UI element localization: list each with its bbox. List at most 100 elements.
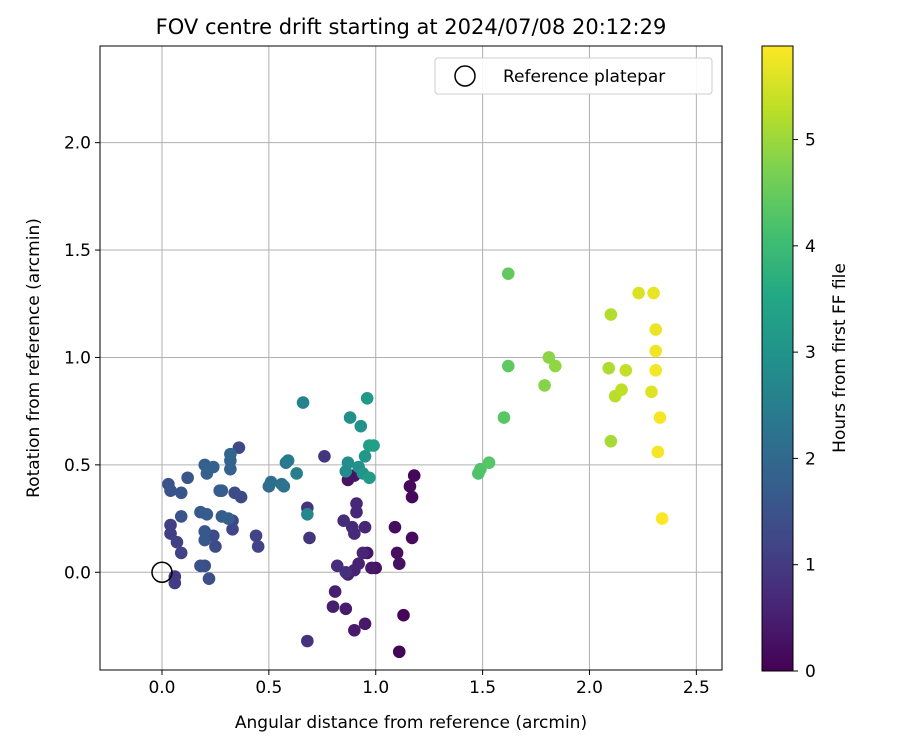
data-point: [363, 471, 376, 485]
data-point: [604, 308, 618, 321]
data-point: [615, 383, 628, 396]
data-point: [647, 286, 660, 300]
data-point: [354, 419, 368, 433]
data-point: [388, 520, 402, 534]
data-point: [343, 411, 357, 424]
data-point: [281, 454, 295, 467]
legend-box: [434, 57, 713, 95]
reference-marker: [151, 561, 173, 584]
plot-area: 0.0 0.5 1.0 1.5 2.0 2.5 0.0 0.5 1.0 1.5 2.0: [64, 45, 723, 698]
data-point: [164, 518, 177, 532]
plot-frame: [99, 45, 723, 671]
reference-point: [151, 561, 173, 584]
data-point: [277, 480, 291, 493]
data-point: [474, 462, 487, 476]
data-point: [360, 391, 374, 405]
data-point: [367, 439, 380, 452]
legend-marker-open-circle: [454, 65, 476, 87]
data-point: [301, 507, 314, 521]
data-point: [501, 359, 515, 373]
colorbar-tick-label: 5: [805, 131, 816, 151]
data-point: [604, 434, 618, 448]
data-points: [162, 267, 669, 659]
data-point: [645, 385, 658, 399]
data-point: [651, 445, 665, 459]
data-point: [392, 645, 406, 659]
y-tick-label: 2.0: [64, 134, 91, 154]
data-point: [403, 480, 417, 493]
grid-lines: [100, 46, 722, 670]
data-point: [405, 531, 419, 545]
data-point: [405, 490, 419, 504]
data-point: [301, 634, 314, 648]
x-axis-ticks: 0.0 0.5 1.0 1.5 2.0 2.5: [148, 670, 710, 698]
data-point: [339, 602, 353, 616]
colorbar-ticks: 0 1 2 3 4 5: [793, 131, 816, 682]
data-point: [209, 540, 222, 553]
data-point: [318, 449, 331, 463]
legend: Reference platepar: [434, 57, 713, 95]
data-point: [264, 475, 278, 489]
data-point: [497, 411, 511, 424]
data-point: [538, 379, 551, 392]
data-point: [200, 467, 214, 480]
data-point: [290, 467, 303, 480]
data-point: [348, 623, 361, 637]
data-point: [542, 351, 556, 364]
x-tick-label: 0.5: [255, 678, 282, 698]
data-point: [194, 559, 207, 573]
data-point: [224, 447, 237, 461]
data-point: [330, 559, 344, 573]
data-point: [296, 396, 310, 409]
data-point: [392, 557, 406, 570]
data-point: [397, 608, 410, 622]
data-point: [215, 484, 229, 497]
x-tick-label: 0.0: [148, 678, 175, 698]
colorbar-tick-label: 0: [805, 662, 816, 682]
data-point: [482, 456, 496, 470]
x-axis-label: Angular distance from reference (arcmin): [235, 713, 587, 733]
data-point: [181, 471, 194, 485]
data-point: [174, 486, 188, 500]
y-tick-label: 0.5: [64, 456, 91, 476]
y-tick-label: 1.0: [64, 348, 91, 368]
data-point: [326, 600, 340, 613]
data-point: [337, 514, 350, 528]
colorbar-tick-label: 3: [805, 343, 816, 363]
data-point: [232, 441, 246, 454]
data-point: [348, 527, 361, 540]
data-point: [341, 456, 355, 470]
colorbar: 0 1 2 3 4 5 Hours from first FF file: [761, 45, 850, 682]
data-point: [174, 546, 188, 560]
data-point: [655, 512, 669, 525]
data-point: [356, 546, 370, 560]
colorbar-tick-label: 2: [805, 449, 816, 469]
y-axis-ticks: 0.0 0.5 1.0 1.5 2.0: [64, 134, 100, 583]
data-point: [649, 344, 663, 358]
data-point: [352, 557, 365, 570]
y-axis-label: Rotation from reference (arcmin): [24, 218, 44, 498]
data-point: [358, 617, 372, 631]
data-point: [174, 510, 188, 523]
data-point: [162, 477, 175, 491]
data-point: [303, 531, 316, 545]
colorbar-gradient: [761, 45, 794, 672]
x-tick-label: 2.0: [576, 678, 603, 698]
y-tick-label: 1.5: [64, 241, 91, 261]
y-tick-label: 0.0: [64, 563, 91, 583]
data-point: [339, 565, 353, 579]
colorbar-label: Hours from first FF file: [830, 263, 850, 453]
data-point: [251, 540, 265, 553]
colorbar-tick-label: 4: [805, 237, 816, 257]
data-point: [170, 535, 184, 549]
data-point: [653, 411, 667, 424]
data-point: [249, 529, 263, 543]
chart-title: FOV centre drift starting at 2024/07/08 …: [156, 15, 667, 39]
x-tick-label: 2.5: [683, 678, 710, 698]
data-point: [228, 486, 241, 500]
data-point: [350, 505, 363, 519]
data-point: [501, 267, 515, 280]
data-point: [328, 585, 342, 598]
data-point: [202, 572, 216, 586]
data-point: [221, 512, 235, 525]
